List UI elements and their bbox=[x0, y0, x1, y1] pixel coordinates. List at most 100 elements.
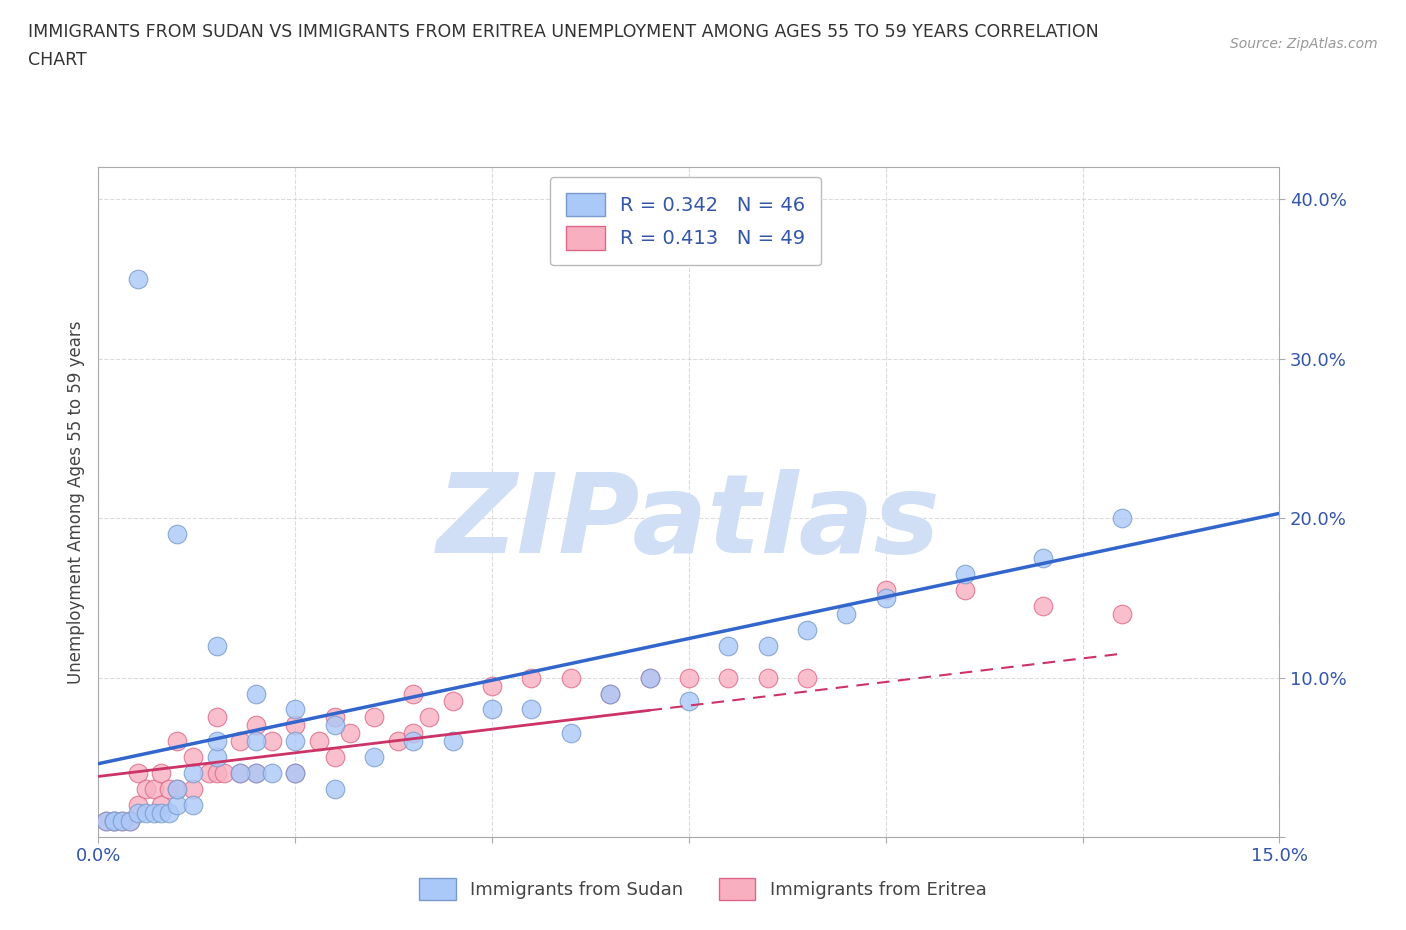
Point bbox=[205, 710, 228, 724]
Point bbox=[214, 765, 236, 780]
Point bbox=[835, 606, 858, 621]
Point bbox=[245, 718, 267, 733]
Point bbox=[1032, 551, 1054, 565]
Point bbox=[953, 582, 976, 597]
Point bbox=[717, 671, 740, 685]
Point bbox=[717, 638, 740, 653]
Point bbox=[229, 765, 252, 780]
Point bbox=[387, 734, 409, 749]
Point bbox=[441, 734, 464, 749]
Point bbox=[402, 734, 425, 749]
Point bbox=[638, 671, 661, 685]
Point bbox=[284, 702, 307, 717]
Point bbox=[363, 750, 385, 764]
Point bbox=[111, 814, 134, 829]
Point bbox=[678, 694, 700, 709]
Point bbox=[323, 782, 346, 797]
Point bbox=[481, 678, 503, 693]
Point bbox=[150, 765, 173, 780]
Point bbox=[150, 805, 173, 820]
Point bbox=[166, 782, 188, 797]
Point bbox=[560, 726, 582, 741]
Point bbox=[127, 272, 149, 286]
Point bbox=[260, 734, 283, 749]
Point bbox=[166, 782, 188, 797]
Point bbox=[181, 782, 204, 797]
Point bbox=[142, 782, 165, 797]
Point bbox=[118, 814, 141, 829]
Point bbox=[96, 814, 118, 829]
Point bbox=[150, 798, 173, 813]
Point bbox=[308, 734, 330, 749]
Point bbox=[875, 582, 897, 597]
Point bbox=[402, 726, 425, 741]
Point bbox=[127, 805, 149, 820]
Point bbox=[205, 638, 228, 653]
Legend: R = 0.342   N = 46, R = 0.413   N = 49: R = 0.342 N = 46, R = 0.413 N = 49 bbox=[550, 177, 821, 265]
Point bbox=[96, 814, 118, 829]
Point bbox=[245, 686, 267, 701]
Point bbox=[678, 671, 700, 685]
Point bbox=[181, 750, 204, 764]
Point bbox=[323, 750, 346, 764]
Point bbox=[111, 814, 134, 829]
Point bbox=[560, 671, 582, 685]
Point bbox=[520, 702, 543, 717]
Point bbox=[197, 765, 219, 780]
Y-axis label: Unemployment Among Ages 55 to 59 years: Unemployment Among Ages 55 to 59 years bbox=[66, 321, 84, 684]
Point bbox=[166, 526, 188, 541]
Point bbox=[756, 638, 779, 653]
Point bbox=[756, 671, 779, 685]
Text: ZIPatlas: ZIPatlas bbox=[437, 469, 941, 576]
Point bbox=[441, 694, 464, 709]
Point bbox=[284, 734, 307, 749]
Point bbox=[284, 718, 307, 733]
Point bbox=[599, 686, 621, 701]
Point bbox=[229, 734, 252, 749]
Point bbox=[599, 686, 621, 701]
Point bbox=[339, 726, 361, 741]
Point bbox=[402, 686, 425, 701]
Point bbox=[205, 750, 228, 764]
Point bbox=[205, 734, 228, 749]
Point bbox=[520, 671, 543, 685]
Text: CHART: CHART bbox=[28, 51, 87, 69]
Point bbox=[323, 710, 346, 724]
Point bbox=[103, 814, 125, 829]
Point bbox=[118, 814, 141, 829]
Point bbox=[245, 765, 267, 780]
Point bbox=[953, 566, 976, 581]
Point bbox=[157, 782, 180, 797]
Point bbox=[1032, 598, 1054, 613]
Point bbox=[127, 798, 149, 813]
Point bbox=[157, 805, 180, 820]
Point bbox=[796, 671, 818, 685]
Point bbox=[323, 718, 346, 733]
Point bbox=[103, 814, 125, 829]
Point bbox=[205, 765, 228, 780]
Legend: Immigrants from Sudan, Immigrants from Eritrea: Immigrants from Sudan, Immigrants from E… bbox=[412, 870, 994, 907]
Point bbox=[135, 805, 157, 820]
Point bbox=[638, 671, 661, 685]
Point bbox=[181, 798, 204, 813]
Point bbox=[260, 765, 283, 780]
Point bbox=[245, 765, 267, 780]
Point bbox=[796, 622, 818, 637]
Point bbox=[166, 734, 188, 749]
Point bbox=[229, 765, 252, 780]
Point bbox=[1111, 606, 1133, 621]
Point bbox=[142, 805, 165, 820]
Point bbox=[284, 765, 307, 780]
Point bbox=[245, 734, 267, 749]
Point bbox=[363, 710, 385, 724]
Text: Source: ZipAtlas.com: Source: ZipAtlas.com bbox=[1230, 37, 1378, 51]
Text: IMMIGRANTS FROM SUDAN VS IMMIGRANTS FROM ERITREA UNEMPLOYMENT AMONG AGES 55 TO 5: IMMIGRANTS FROM SUDAN VS IMMIGRANTS FROM… bbox=[28, 23, 1099, 41]
Point bbox=[1111, 511, 1133, 525]
Point bbox=[103, 814, 125, 829]
Point bbox=[181, 765, 204, 780]
Point bbox=[135, 782, 157, 797]
Point bbox=[166, 798, 188, 813]
Point bbox=[418, 710, 440, 724]
Point bbox=[481, 702, 503, 717]
Point bbox=[127, 765, 149, 780]
